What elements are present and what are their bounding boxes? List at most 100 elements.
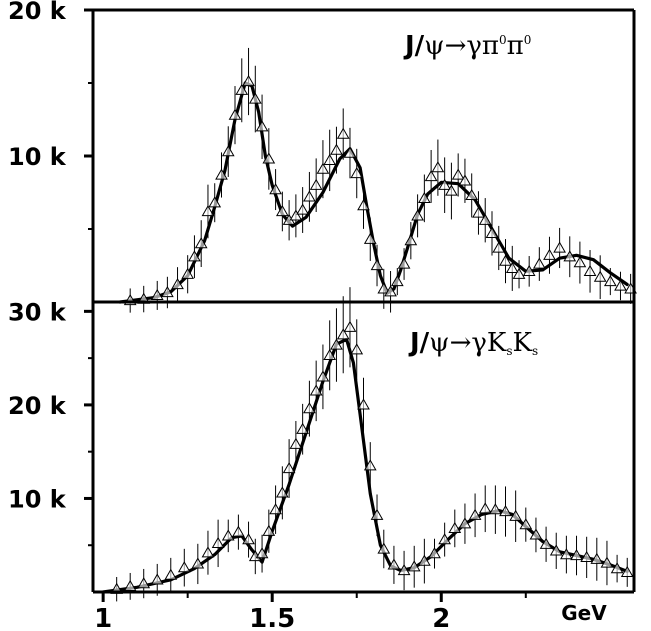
data-point (248, 92, 262, 104)
data-point (336, 127, 350, 139)
data-point (137, 577, 151, 589)
data-point (177, 561, 191, 573)
data-point (522, 264, 536, 276)
data-point (191, 557, 205, 569)
data-point (485, 226, 499, 239)
data-point (424, 169, 438, 182)
data-point (428, 547, 441, 559)
data-point (620, 565, 634, 577)
y-tick-label: 20 k (8, 392, 67, 420)
data-point (499, 505, 512, 517)
data-point (343, 146, 357, 158)
data-point (282, 462, 296, 474)
data-points-pi0pi0 (123, 47, 637, 313)
data-point (323, 153, 337, 166)
data-point (316, 162, 330, 174)
data-point (330, 143, 343, 155)
data-point (370, 258, 384, 271)
data-point (188, 250, 201, 262)
data-point (384, 285, 397, 297)
data-point (512, 267, 526, 279)
data-point (255, 120, 269, 132)
data-point (377, 542, 391, 554)
data-point (590, 552, 604, 564)
data-point (570, 549, 583, 561)
data-point (269, 183, 282, 195)
data-point (519, 518, 533, 530)
data-point (438, 178, 452, 190)
data-point (387, 558, 401, 570)
data-point (478, 502, 492, 514)
data-point (221, 145, 235, 157)
data-point (275, 486, 289, 498)
data-point (390, 275, 404, 287)
data-point (397, 257, 411, 269)
data-point (610, 562, 624, 574)
data-point (303, 402, 316, 414)
fit-curve-KsKs (101, 337, 629, 594)
data-point (215, 168, 228, 180)
data-point (228, 108, 242, 120)
data-point (478, 213, 492, 225)
data-point (255, 547, 269, 559)
y-tick-label: 10 k (8, 485, 67, 513)
data-point (560, 548, 573, 560)
chart-title-pi0pi0: J/ψ→γπ0π0 (403, 31, 531, 61)
data-point (377, 282, 391, 294)
data-point (242, 533, 255, 545)
data-point (350, 343, 364, 355)
data-point (289, 437, 303, 449)
data-point (448, 521, 462, 534)
data-point (573, 256, 587, 268)
data-point (458, 517, 472, 529)
data-point (553, 241, 566, 253)
data-point (309, 384, 323, 396)
data-point (161, 286, 174, 298)
data-point (472, 206, 485, 218)
data-point (492, 241, 506, 253)
data-point (357, 199, 370, 211)
data-point (529, 528, 543, 540)
data-point (505, 261, 519, 274)
data-points-KsKs (110, 287, 634, 602)
data-point (150, 573, 164, 585)
data-point (296, 422, 309, 434)
data-point (164, 568, 178, 580)
data-point (451, 168, 465, 180)
data-point (336, 328, 350, 340)
data-point (465, 188, 479, 201)
data-point (600, 556, 614, 568)
data-point (583, 264, 597, 276)
data-point (407, 560, 421, 572)
data-point (123, 579, 137, 592)
y-tick-label: 20 k (8, 0, 67, 25)
data-point (539, 537, 553, 549)
data-point (411, 209, 424, 221)
data-point (580, 550, 594, 563)
data-point (438, 533, 452, 545)
data-point (614, 279, 627, 291)
panel-pi0pi0: 10 k 20 k J/ψ→γπ0π0 (8, 0, 637, 313)
data-point (397, 563, 411, 576)
data-point (194, 237, 208, 249)
data-point (201, 546, 215, 558)
data-point (458, 174, 472, 186)
data-point (543, 248, 556, 260)
data-point (150, 288, 164, 301)
data-point (316, 370, 330, 382)
data-point (593, 270, 607, 282)
data-point (211, 536, 225, 548)
data-point (363, 232, 377, 244)
x-tick-label: 1 (94, 604, 112, 631)
data-point (445, 184, 458, 196)
data-point (350, 167, 364, 179)
data-point (208, 196, 222, 208)
x-tick-label: 1.5 (249, 604, 295, 631)
data-point (418, 191, 431, 203)
panel-KsKs: 10 k 20 k 30 k 1 1.5 2 GeV J/ψ→γKsKs (8, 287, 634, 631)
y-tick-label: 10 k (8, 143, 67, 171)
data-point (499, 254, 512, 266)
data-point (275, 204, 289, 217)
data-point (468, 508, 482, 520)
